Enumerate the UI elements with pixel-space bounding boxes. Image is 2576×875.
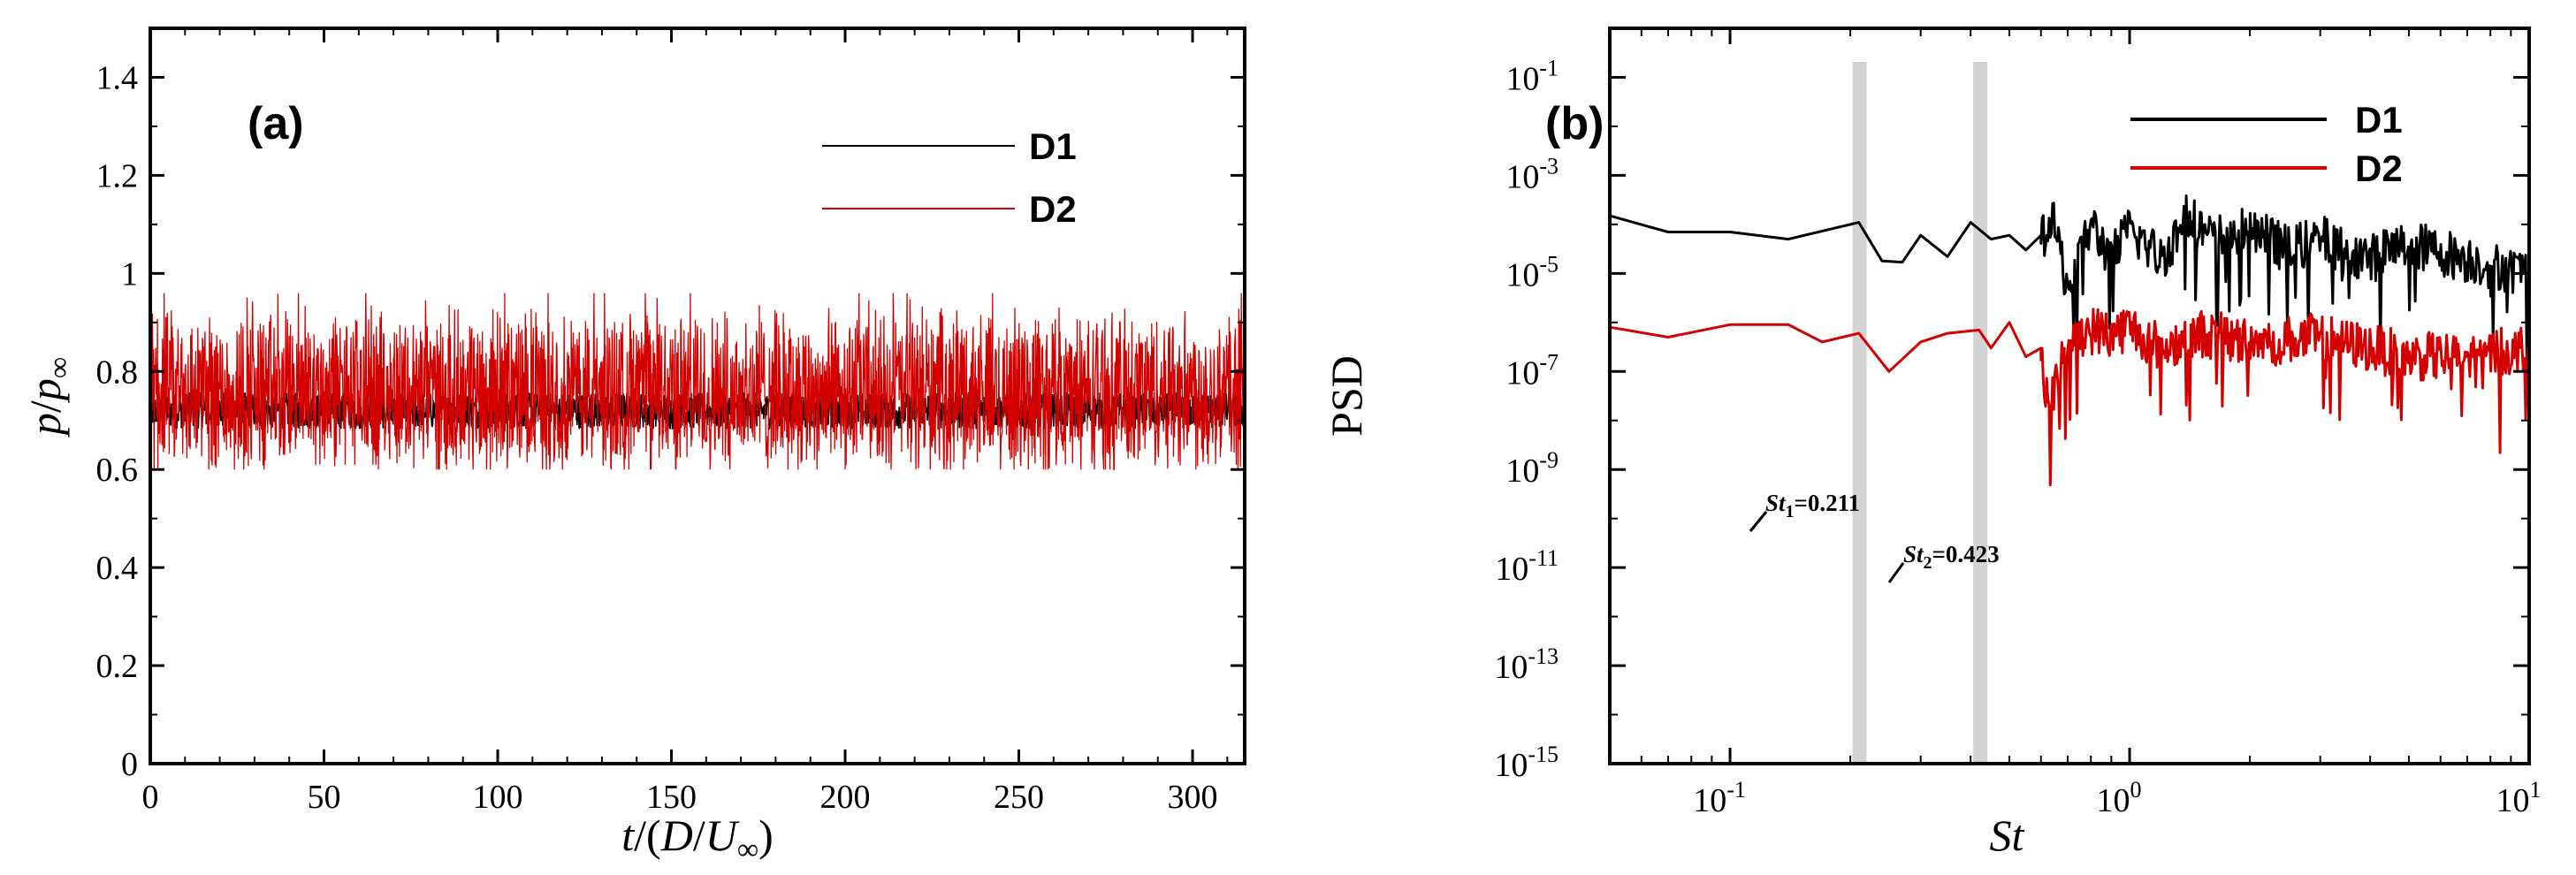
panel-a-xtick-label: 300 [1168, 779, 1218, 816]
panel-a-ytick-label: 0.2 [96, 648, 139, 685]
panel-b-xtick-label: 101 [2496, 777, 2542, 819]
st1-leader-line [1749, 511, 1768, 532]
panel-a-xlabel: t/(D/U∞) [621, 810, 773, 866]
panel-a-xtick-label: 50 [308, 779, 341, 816]
panel-a-ytick-label: 1.2 [96, 157, 139, 194]
panel-b-axes-frame [1608, 27, 2531, 765]
panel-b-ytick-label: 10-5 [1505, 251, 1559, 293]
panel-a-xtick-label: 100 [473, 779, 523, 816]
panel-b-highlight-bands [1852, 62, 1988, 764]
panel-a-ticks: 0 50 100 150 200 250 300 0 0.2 0.4 0.6 0.8 1 1.2 1.4 [96, 27, 1245, 816]
panel-b-label: (b) [1545, 98, 1604, 149]
panel-a-label: (a) [248, 98, 304, 149]
panel-a-xtick-label: 150 [646, 779, 697, 816]
panel-b-ytick-label: 10-9 [1505, 447, 1559, 490]
panel-b-ytick-label: 10-11 [1495, 545, 1559, 588]
panel-b-xtick-label: 10-1 [1693, 777, 1746, 819]
panel-b-series-d2 [1609, 308, 2531, 487]
panel-a-ytick-label: 0 [121, 746, 138, 783]
legend-a-d1-label: D1 [1029, 126, 1077, 167]
panel-a-ytick-label: 1.4 [96, 59, 139, 96]
panel-b-ytick-label: 10-1 [1505, 55, 1559, 97]
panel-b-series-d1 [1609, 194, 2531, 364]
panel-a-ytick-label: 1 [121, 255, 138, 293]
panel-a-ytick-label: 0.4 [96, 550, 139, 587]
panel-a-ytick-label: 0.6 [96, 452, 139, 489]
panel-b-ytick-label: 10-7 [1505, 349, 1559, 392]
panel-a-series-d2 [149, 293, 1246, 470]
panel-b-xlabel: St [1990, 810, 2025, 860]
panel-b-ytick-label: 10-15 [1494, 742, 1559, 784]
st1-annotation-label: St1=0.211 [1765, 490, 1860, 521]
panel-b-ytick-label: 10-13 [1494, 643, 1559, 686]
legend-a-d2-label: D2 [1029, 188, 1077, 230]
panel-a-legend: D1 D2 [822, 126, 1077, 230]
panel-a-ytick-label: 0.8 [96, 354, 139, 391]
panel-b-series-group [1609, 194, 2531, 487]
panel-a-ylabel: p/p∞ [20, 357, 76, 438]
panel-a-axes-frame [149, 27, 1246, 765]
panel-b-xtick-label: 100 [2097, 777, 2142, 819]
st2-band [1973, 62, 1988, 764]
panel-b-ytick-label: 10-3 [1505, 153, 1559, 195]
legend-b-d1-label: D1 [2355, 99, 2403, 141]
panel-b-legend: D1 D2 [2130, 99, 2403, 189]
panel-a: 0 50 100 150 200 250 300 0 0.2 0.4 0.6 0.8 1 1.2 1.4 (… [20, 27, 1246, 866]
st2-annotation: St2=0.423 [1887, 541, 2000, 583]
panel-a-xtick-label: 0 [142, 779, 159, 816]
panel-b-ticks: 10-1 100 101 10-15 10-13 10-11 10-9 10-7 10-5 10-… [1494, 28, 2542, 819]
panel-a-xtick-label: 250 [994, 779, 1044, 816]
st2-annotation-label: St2=0.423 [1903, 541, 2000, 573]
panel-a-series-group [149, 293, 1246, 470]
legend-b-d2-label: D2 [2355, 148, 2403, 189]
panel-b: 10-1 100 101 10-15 10-13 10-11 10-9 10-7 10-5 10-… [1322, 27, 2542, 860]
panel-b-ylabel: PSD [1322, 355, 1371, 437]
st1-band [1852, 62, 1867, 764]
st2-leader-line [1887, 562, 1905, 583]
st1-annotation: St1=0.211 [1749, 490, 1860, 532]
panel-a-xtick-label: 200 [820, 779, 871, 816]
